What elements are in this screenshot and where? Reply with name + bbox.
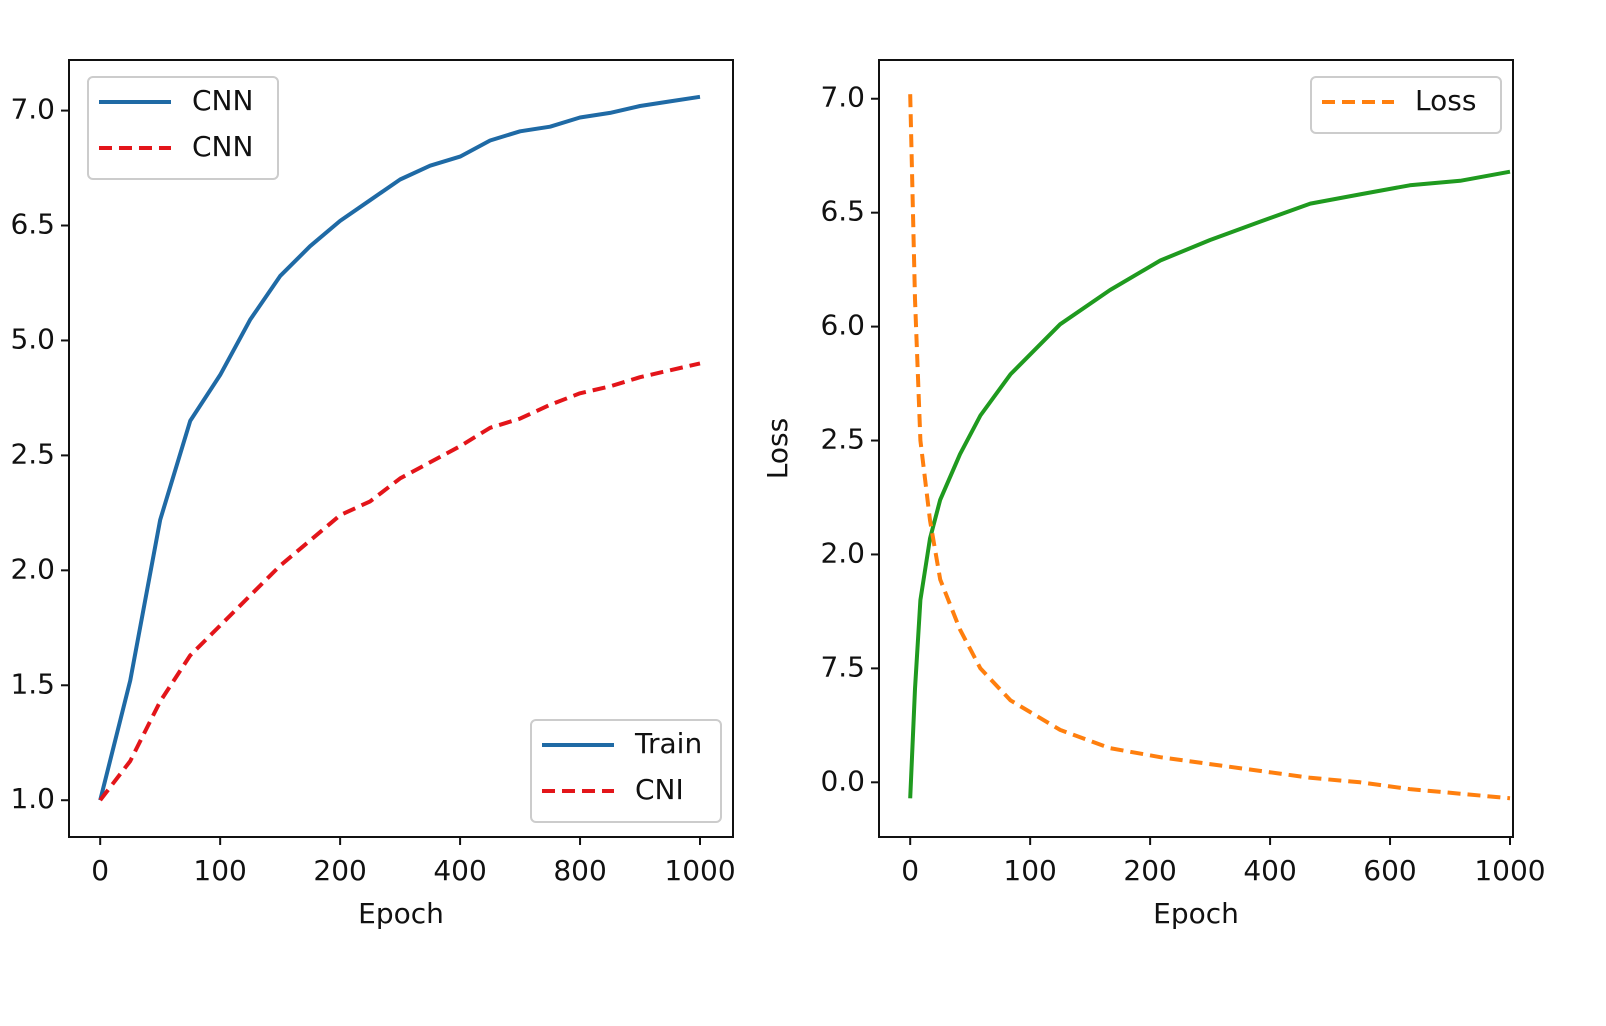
x-tick-label: 200 (313, 854, 366, 887)
y-tick-label: 1.0 (10, 782, 55, 815)
legend-label: CNI (635, 773, 684, 806)
data-line (98, 94, 701, 801)
y-tick-label: 6.5 (10, 208, 55, 241)
x-tick-label: 100 (193, 854, 246, 887)
data-line (98, 361, 701, 802)
data-line (908, 94, 1511, 801)
x-tick-label: 400 (433, 854, 486, 887)
legend-label: CNN (192, 84, 253, 117)
y-tick-label: 0.0 (820, 764, 865, 797)
x-tick-label: 800 (553, 854, 606, 887)
y-axis-label: Loss (761, 418, 794, 479)
legend-label: Loss (1415, 84, 1476, 117)
x-tick-label: 1000 (664, 854, 735, 887)
plot-frame (68, 59, 734, 838)
x-axis-label: Epoch (358, 897, 444, 930)
x-tick-label: 400 (1243, 854, 1296, 887)
y-tick-label: 1.5 (10, 667, 55, 700)
x-tick-label: 0 (91, 854, 109, 887)
y-tick-label: 7.0 (10, 93, 55, 126)
y-tick-label: 7.5 (820, 650, 865, 683)
legend-label: CNN (192, 130, 253, 163)
y-tick-label: 2.0 (10, 552, 55, 585)
x-axis-label: Epoch (1153, 897, 1239, 930)
y-tick-label: 2.5 (10, 437, 55, 470)
x-tick-label: 0 (901, 854, 919, 887)
legend-box (1310, 76, 1502, 134)
y-tick-label: 2.0 (820, 536, 865, 569)
y-tick-label: 2.5 (820, 423, 865, 456)
legend-label: Train (634, 727, 702, 760)
y-tick-label: 6.5 (820, 195, 865, 228)
y-tick-label: 7.0 (820, 81, 865, 114)
data-line (908, 169, 1511, 799)
y-tick-label: 6.0 (820, 309, 865, 342)
x-tick-label: 100 (1003, 854, 1056, 887)
y-tick-label: 5.0 (10, 322, 55, 355)
plot-frame (878, 59, 1514, 838)
x-tick-label: 1000 (1474, 854, 1545, 887)
x-tick-label: 200 (1123, 854, 1176, 887)
x-tick-label: 600 (1363, 854, 1416, 887)
